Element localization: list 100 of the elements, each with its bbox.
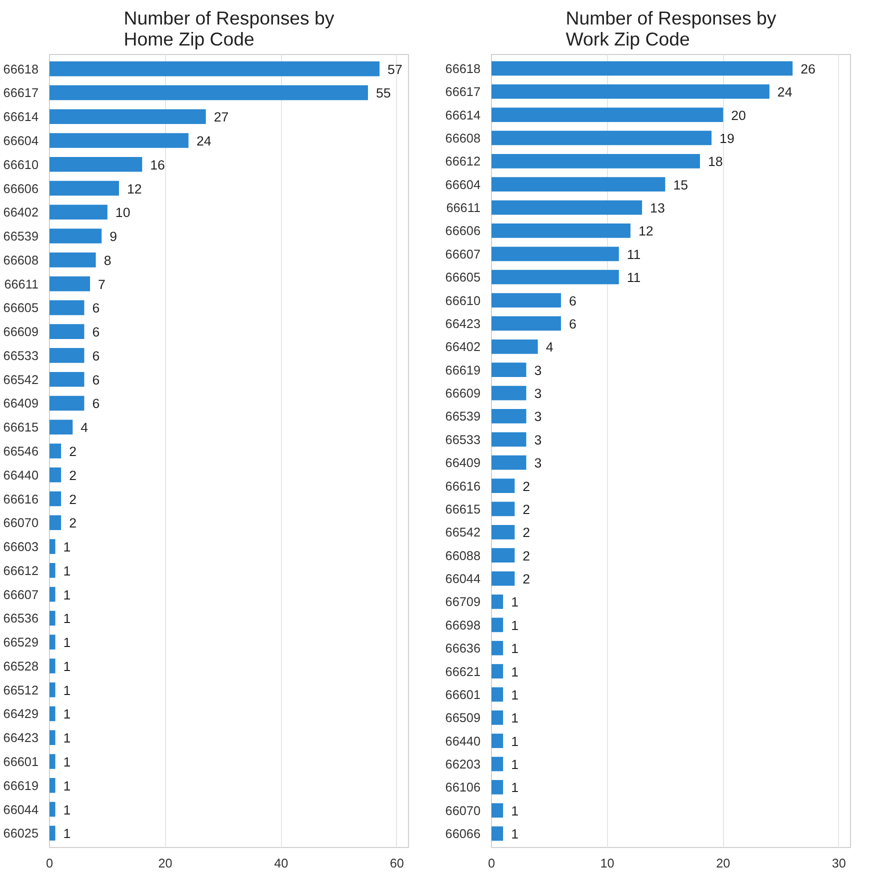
data-label: 24 <box>196 133 212 148</box>
y-tick-label: 66618 <box>3 62 39 76</box>
y-tick-label: 66509 <box>445 711 481 726</box>
y-tick-label: 66608 <box>3 253 39 268</box>
chart-title: Number of Responses by Work Zip Code <box>566 8 777 50</box>
y-tick-label: 66429 <box>3 707 39 722</box>
bar <box>50 682 56 698</box>
data-label: 6 <box>92 300 100 316</box>
x-tick-label: 20 <box>716 856 730 870</box>
data-label: 1 <box>511 594 519 610</box>
y-tick-label: 66539 <box>445 410 481 424</box>
bar <box>50 539 56 554</box>
bar <box>50 586 56 602</box>
bar <box>492 362 526 378</box>
bar <box>492 756 504 772</box>
bar <box>50 324 84 339</box>
y-tick-label: 66605 <box>445 270 481 285</box>
bar <box>492 61 793 76</box>
bar <box>492 200 642 215</box>
x-tick-label: 60 <box>390 856 404 870</box>
data-label: 1 <box>63 563 71 578</box>
data-label: 2 <box>522 502 530 517</box>
data-label: 1 <box>511 826 519 842</box>
data-label: 1 <box>63 730 71 746</box>
y-tick-label: 66528 <box>3 659 39 674</box>
bar <box>50 252 96 268</box>
data-label: 3 <box>534 456 542 471</box>
y-tick-label: 66618 <box>445 62 481 76</box>
y-tick-label: 66619 <box>3 778 39 793</box>
data-label: 1 <box>63 658 71 674</box>
y-tick-label: 66402 <box>3 206 39 220</box>
data-label: 1 <box>63 802 71 818</box>
data-label: 4 <box>546 340 554 355</box>
data-label: 57 <box>388 62 402 77</box>
data-label: 2 <box>522 478 530 494</box>
y-tick-label: 66615 <box>445 502 481 516</box>
y-tick-label: 66440 <box>3 468 39 482</box>
y-tick-label: 66617 <box>3 86 39 100</box>
data-label: 15 <box>673 177 688 192</box>
bar <box>492 548 515 563</box>
data-label: 55 <box>376 86 391 101</box>
x-tick-label: 40 <box>274 856 288 870</box>
data-label: 3 <box>534 386 542 402</box>
y-tick-label: 66607 <box>445 247 481 262</box>
bar <box>50 276 90 292</box>
bar <box>50 634 56 650</box>
data-label: 1 <box>63 587 71 602</box>
data-label: 20 <box>731 108 746 123</box>
bar <box>50 444 62 458</box>
y-tick-label: 66698 <box>445 618 481 632</box>
data-label: 8 <box>104 252 112 268</box>
y-tick-label: 66610 <box>445 294 481 308</box>
y-tick-label: 66106 <box>445 780 481 795</box>
data-label: 19 <box>720 130 734 146</box>
data-label: 3 <box>534 432 542 448</box>
bar <box>492 826 504 841</box>
data-label: 2 <box>522 525 530 540</box>
data-label: 1 <box>511 710 519 726</box>
bar <box>50 610 56 626</box>
data-label: 4 <box>80 420 89 436</box>
data-label: 1 <box>63 635 71 650</box>
bar <box>492 108 724 122</box>
x-tick-label: 0 <box>46 856 54 870</box>
data-label: 1 <box>63 754 71 770</box>
bar <box>492 293 561 308</box>
bar <box>50 754 56 769</box>
y-tick-label: 66546 <box>3 444 39 458</box>
data-label: 1 <box>511 757 519 772</box>
bar <box>50 85 368 100</box>
y-tick-label: 66512 <box>3 683 39 698</box>
y-tick-label: 66611 <box>446 201 481 216</box>
y-tick-label: 66203 <box>445 758 481 772</box>
bar <box>492 478 515 493</box>
data-label: 3 <box>534 409 542 424</box>
y-tick-label: 66539 <box>3 230 39 244</box>
data-label: 1 <box>511 780 519 796</box>
y-tick-label: 66536 <box>3 612 39 626</box>
data-label: 1 <box>63 778 71 794</box>
bar <box>50 420 73 435</box>
y-tick-label: 66611 <box>4 277 39 292</box>
y-tick-label: 66088 <box>445 548 481 563</box>
bar <box>50 515 62 530</box>
bar <box>50 802 56 817</box>
y-tick-label: 66709 <box>445 595 481 610</box>
bar <box>50 730 56 746</box>
bar <box>492 594 504 609</box>
data-label: 2 <box>69 468 77 483</box>
bar <box>50 396 84 411</box>
y-tick-label: 66542 <box>445 526 481 540</box>
bar <box>492 687 504 702</box>
bar <box>492 455 526 470</box>
bar <box>492 734 504 748</box>
x-tick-label: 20 <box>158 856 172 870</box>
bar <box>50 778 56 793</box>
bar <box>492 409 526 424</box>
data-label: 6 <box>92 372 100 388</box>
bar <box>492 130 712 146</box>
bar <box>50 563 56 578</box>
y-tick-label: 66606 <box>445 224 481 238</box>
bar <box>492 246 619 262</box>
